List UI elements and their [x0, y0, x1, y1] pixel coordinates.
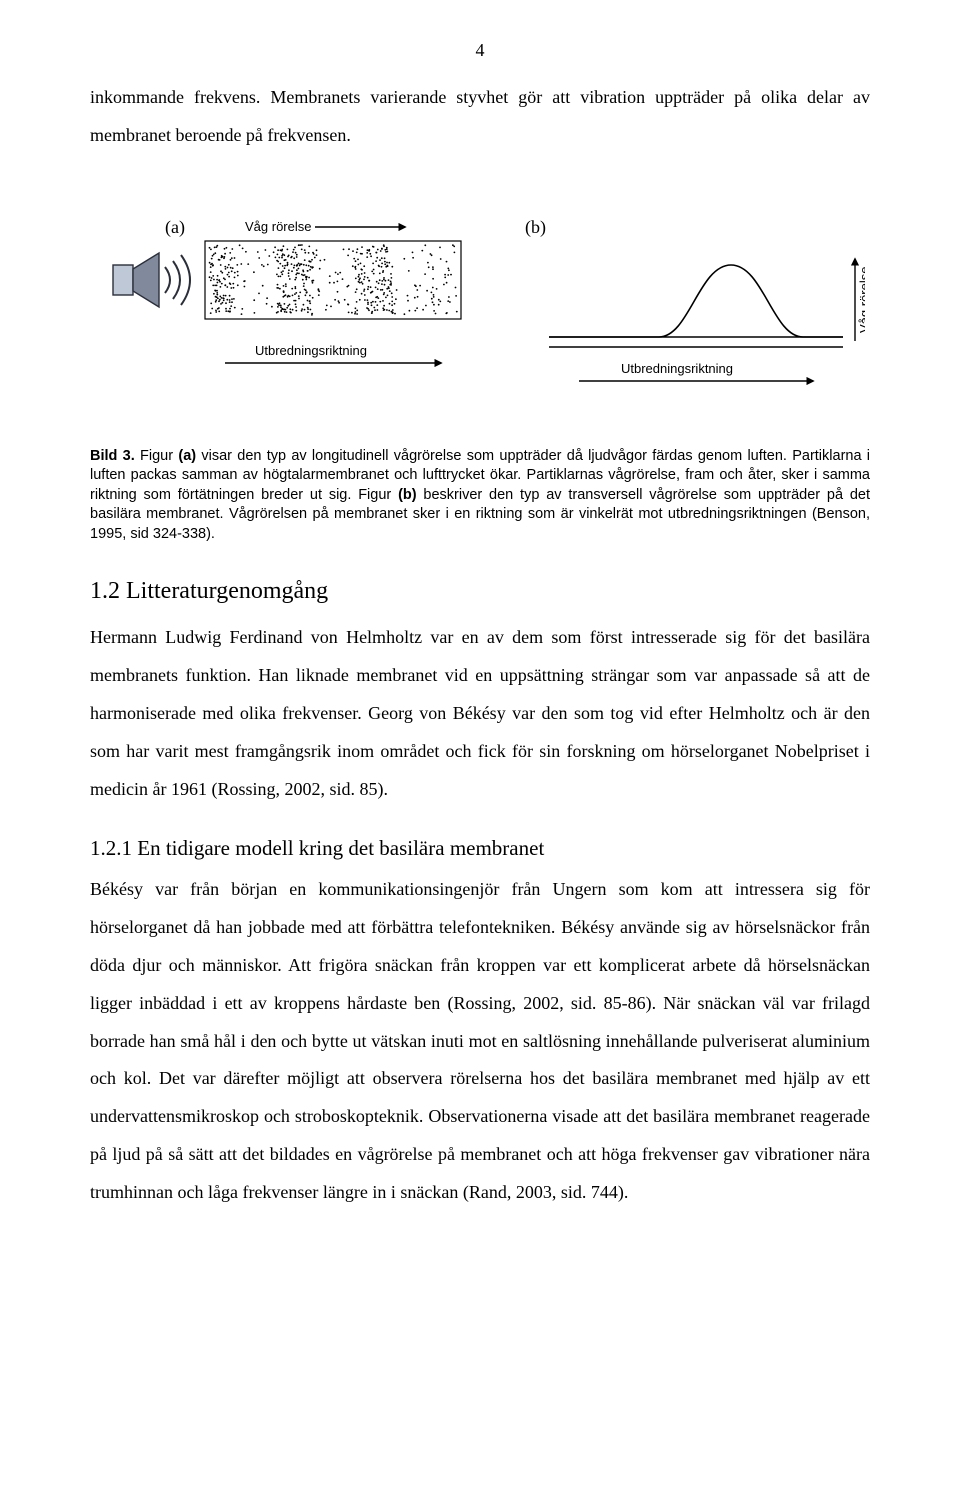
- svg-text:(b): (b): [525, 217, 546, 238]
- svg-text:Våg rörelse: Våg rörelse: [857, 266, 865, 332]
- svg-text:Våg rörelse: Våg rörelse: [245, 219, 311, 234]
- caption-lead: Bild 3.: [90, 448, 135, 464]
- page-number: 4: [90, 40, 870, 61]
- figure-caption: Bild 3. Figur (a) visar den typ av longi…: [90, 447, 870, 545]
- section-1-2-heading: 1.2 Litteraturgenomgång: [90, 578, 870, 605]
- svg-text:(a): (a): [165, 217, 185, 238]
- section-1-2-paragraph: Hermann Ludwig Ferdinand von Helmholtz v…: [90, 619, 870, 808]
- section-1-2-1-heading: 1.2.1 En tidigare modell kring det basil…: [90, 836, 870, 861]
- svg-text:Utbredningsriktning: Utbredningsriktning: [621, 361, 733, 376]
- caption-bold-b: (b): [398, 487, 417, 503]
- caption-t1: Figur: [135, 448, 179, 464]
- intro-paragraph: inkommande frekvens. Membranets varieran…: [90, 79, 870, 155]
- page: 4 inkommande frekvens. Membranets varier…: [0, 0, 960, 1272]
- svg-text:Utbredningsriktning: Utbredningsriktning: [255, 343, 367, 358]
- figure-svg: (a) (b) Våg rörelse Utbredningsriktning Våg …: [95, 183, 865, 423]
- caption-bold-a: (a): [178, 448, 196, 464]
- figure-3: (a) (b) Våg rörelse Utbredningsriktning Våg …: [90, 183, 870, 423]
- section-1-2-1-paragraph: Békésy var från början en kommunikations…: [90, 871, 870, 1211]
